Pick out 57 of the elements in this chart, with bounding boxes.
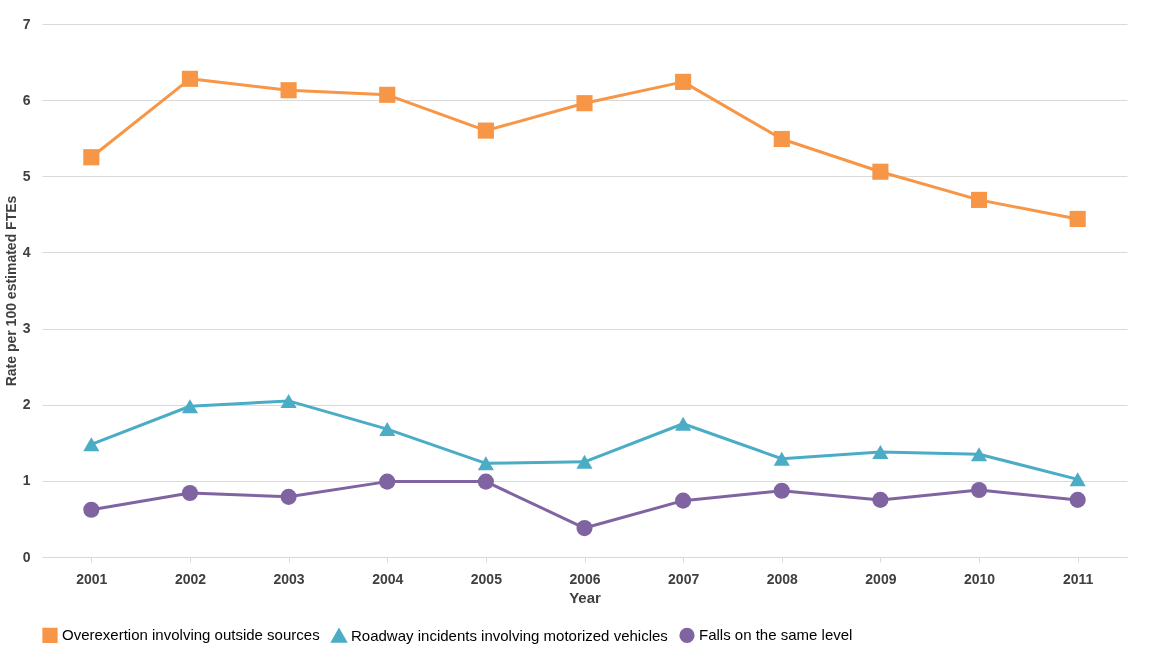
point <box>83 437 100 452</box>
point <box>379 422 396 437</box>
x-tick-label: 2003 <box>273 570 305 587</box>
x-tick-label: 2007 <box>668 570 700 587</box>
point <box>83 501 100 518</box>
x-tick-label: 2006 <box>569 570 601 587</box>
y-tick-label: 5 <box>22 167 31 184</box>
y-tick-label: 0 <box>22 548 31 565</box>
point <box>280 393 297 408</box>
point <box>773 451 790 466</box>
y-axis-title: Rate per 100 estimated FTEs <box>2 195 19 387</box>
y-tick-label: 1 <box>22 472 31 489</box>
point <box>970 481 988 499</box>
point <box>576 95 593 112</box>
x-tick-label: 2002 <box>174 570 207 587</box>
legend-label: Roadway incidents involving motorized vehicles <box>351 626 668 644</box>
x-tick-label: 2009 <box>865 570 897 587</box>
point <box>181 484 199 502</box>
x-tick-label: 2008 <box>766 570 799 587</box>
point <box>1069 491 1086 508</box>
point <box>576 520 593 537</box>
point <box>477 473 494 490</box>
x-tick-label: 2010 <box>963 570 996 587</box>
point <box>477 456 494 471</box>
point <box>773 130 790 148</box>
point <box>477 122 494 139</box>
point <box>1069 472 1086 487</box>
y-tick-label: 3 <box>22 320 31 337</box>
y-tick-label: 4 <box>22 243 31 260</box>
x-tick-label: 2004 <box>372 570 404 587</box>
point <box>379 86 396 103</box>
point <box>773 482 790 499</box>
x-tick-label: 2011 <box>1062 570 1094 587</box>
point <box>675 492 692 509</box>
y-tick-label: 6 <box>22 91 31 108</box>
y-tick-label: 2 <box>22 396 31 413</box>
point <box>576 454 593 469</box>
x-axis-title: Year <box>569 588 602 606</box>
point <box>379 473 396 490</box>
point <box>872 491 889 508</box>
x-tick-label: 2005 <box>470 570 503 587</box>
legend-label: Overexertion involving outside sources <box>62 626 320 644</box>
point <box>675 416 692 431</box>
point <box>83 149 100 166</box>
point <box>280 488 297 505</box>
point <box>872 163 889 180</box>
point <box>970 447 988 462</box>
point <box>1069 210 1086 227</box>
point <box>280 82 297 99</box>
x-tick-label: 2001 <box>76 570 108 587</box>
point <box>872 444 889 459</box>
y-tick-label: 7 <box>22 15 31 32</box>
legend-label: Falls on the same level <box>699 626 853 644</box>
point <box>181 70 199 87</box>
point <box>675 73 692 90</box>
point <box>181 399 199 414</box>
point <box>970 191 988 208</box>
